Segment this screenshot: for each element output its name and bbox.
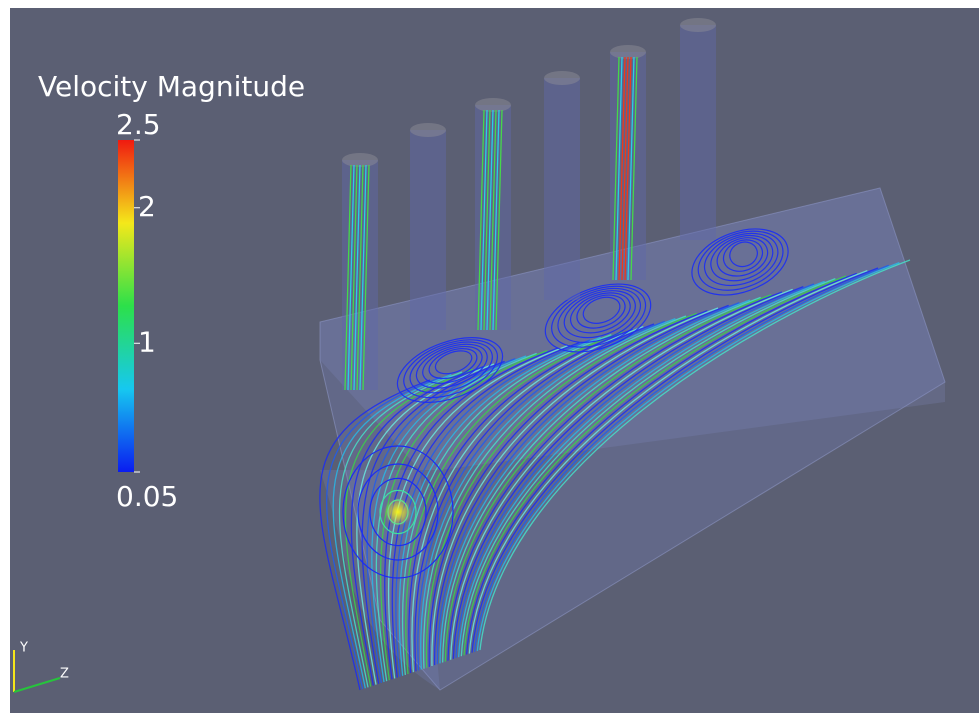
colorbar-label: 0.05 — [116, 480, 178, 513]
z-axis-label: Z — [60, 667, 69, 682]
colorbar — [118, 140, 134, 472]
vortex-core — [384, 498, 412, 526]
pipe-top — [680, 18, 716, 32]
colorbar-label: 2 — [138, 190, 156, 223]
pipe-top — [610, 45, 646, 59]
pipe-top — [410, 123, 446, 137]
colorbar-label: 2.5 — [116, 108, 161, 141]
page: {"viewer": {"colorbar": {"title": "Veloc… — [0, 0, 979, 713]
render-view: 2.5 2 1 0.05 Velocity Magnitude Y Z — [0, 0, 979, 713]
pipe-top — [544, 71, 580, 85]
pipe-top — [475, 98, 511, 112]
pipe-top — [342, 153, 378, 167]
y-axis-label: Y — [19, 641, 28, 656]
pipe — [680, 25, 716, 240]
pipe — [410, 130, 446, 330]
colorbar-title: Velocity Magnitude — [38, 70, 305, 103]
pipe — [544, 78, 580, 300]
colorbar-label: 1 — [138, 325, 156, 358]
